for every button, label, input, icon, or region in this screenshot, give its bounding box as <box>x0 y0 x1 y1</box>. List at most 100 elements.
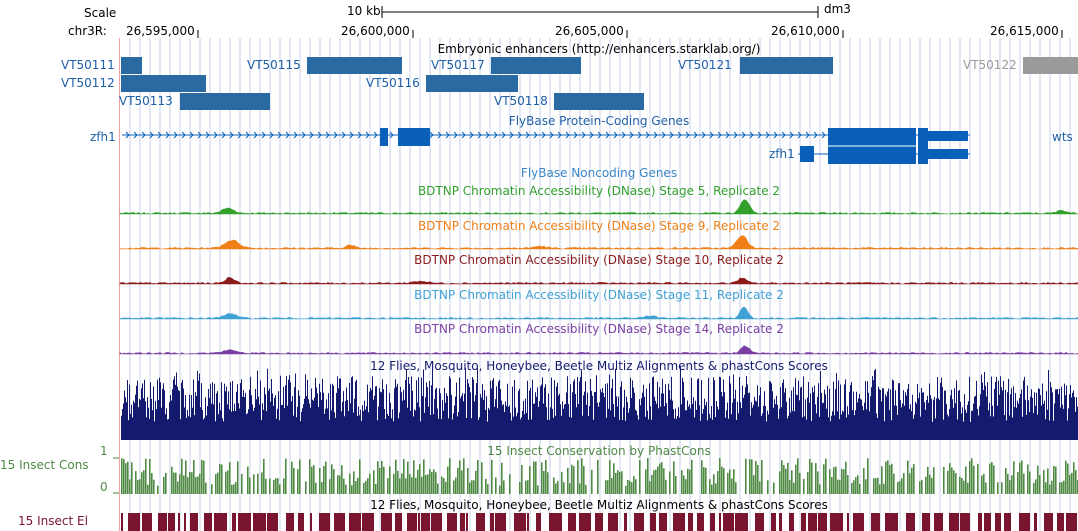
enhancer-feature[interactable] <box>1023 57 1078 74</box>
phastcons-score-bar <box>837 479 839 494</box>
phastcons-score-bar <box>925 476 927 494</box>
elements-track-title[interactable]: 12 Flies, Mosquito, Honeybee, Beetle Mul… <box>370 498 828 512</box>
phastcons-score-bar <box>175 472 177 494</box>
phastcons-score-bar <box>807 471 809 494</box>
phastcons-score-bar <box>129 479 131 494</box>
conserved-element <box>1019 513 1030 531</box>
phastcons-score-bar <box>415 477 417 494</box>
phastcons-ymin: 0 <box>100 480 108 494</box>
strand-arrow <box>653 131 658 139</box>
gene-label-zfh1[interactable]: zfh1 <box>90 130 116 144</box>
enhancer-feature[interactable] <box>426 75 518 92</box>
dnase-stage14-signal <box>119 345 1078 355</box>
enhancer-label[interactable]: VT50115 <box>247 58 301 72</box>
enhancer-feature[interactable] <box>180 93 270 110</box>
gene-exon <box>380 128 388 146</box>
phastcons-score-bar <box>203 460 205 494</box>
strand-arrow <box>157 131 162 139</box>
strand-arrow <box>749 131 754 139</box>
strand-arrow <box>173 131 178 139</box>
phastcons-score-bar <box>373 470 375 494</box>
conserved-element <box>1004 513 1011 531</box>
conserved-element <box>1057 513 1064 531</box>
enhancer-label[interactable]: VT50116 <box>366 76 420 90</box>
phastcons-score-bar <box>723 468 725 494</box>
dnase-stage11-title[interactable]: BDTNP Chromatin Accessibility (DNase) St… <box>414 288 784 302</box>
dnase-stage9-title[interactable]: BDTNP Chromatin Accessibility (DNase) St… <box>417 219 781 233</box>
dnase-stage14-title[interactable]: BDTNP Chromatin Accessibility (DNase) St… <box>414 322 784 336</box>
phastcons-score-bar <box>395 459 397 494</box>
enhancer-feature[interactable] <box>307 57 402 74</box>
phastcons-score-bar <box>791 470 793 494</box>
phastcons-score-bar <box>409 474 411 494</box>
phastcons-score-bar <box>989 463 991 494</box>
phastcons-score-bar <box>481 462 483 494</box>
enhancer-feature[interactable] <box>740 57 833 74</box>
enhancer-feature[interactable] <box>121 75 206 92</box>
phastcons-score-bar <box>865 479 867 494</box>
multiz-track-title[interactable]: 12 Flies, Mosquito, Honeybee, Beetle Mul… <box>370 359 828 373</box>
enhancer-feature[interactable] <box>491 57 581 74</box>
phastcons-score-bar <box>135 471 137 494</box>
conserved-element <box>421 513 430 531</box>
phastcons-score-bar <box>147 484 149 494</box>
phastcons-score-bar <box>1051 480 1053 494</box>
enhancer-feature[interactable] <box>121 57 142 74</box>
conserved-element <box>232 513 236 531</box>
phastcons-score-bar <box>463 458 465 494</box>
enhancers-track-title[interactable]: Embryonic enhancers (http://enhancers.st… <box>437 42 761 56</box>
phastcons-score-bar <box>649 481 651 494</box>
elements-left-label[interactable]: 15 Insect El <box>18 514 88 528</box>
phastcons-score-bar <box>341 465 343 494</box>
enhancer-label[interactable]: VT50121 <box>678 58 732 72</box>
dnase-stage10-title[interactable]: BDTNP Chromatin Accessibility (DNase) St… <box>414 253 784 267</box>
phastcons-score-bar <box>221 464 223 494</box>
phastcons-score-bar <box>325 461 327 494</box>
phastcons-score-bar <box>731 478 733 494</box>
conserved-element <box>286 513 294 531</box>
enhancer-label[interactable]: VT50113 <box>119 94 173 108</box>
phastcons-score-bar <box>495 477 497 494</box>
phastcons-score-bar <box>823 464 825 494</box>
phastcons-score-bar <box>755 460 757 494</box>
phastcons-score-bar <box>757 464 759 494</box>
phastcons-left-label[interactable]: 15 Insect Cons <box>0 458 89 472</box>
enhancer-feature[interactable] <box>554 93 644 110</box>
phastcons-score-bar <box>229 462 231 494</box>
gene-label-wts[interactable]: wts <box>1052 130 1073 144</box>
phastcons-score-bar <box>647 458 649 494</box>
phastcons-score-bar <box>639 460 641 494</box>
phastcons-score-bar <box>1005 467 1007 494</box>
conserved-element <box>395 513 402 531</box>
phastcons-score-bar <box>173 472 175 494</box>
enhancer-label[interactable]: VT50117 <box>431 58 485 72</box>
enhancer-label[interactable]: VT50122 <box>963 58 1017 72</box>
phastcons-track-title[interactable]: 15 Insect Conservation by PhastCons <box>487 444 711 458</box>
strand-arrow <box>485 131 490 139</box>
phastcons-score-bar <box>943 466 945 494</box>
phastcons-score-bar <box>527 480 529 494</box>
phastcons-score-bar <box>445 481 447 494</box>
noncoding-track-title[interactable]: FlyBase Noncoding Genes <box>520 166 678 180</box>
gene-label-zfh1-isoform[interactable]: zfh1 <box>769 147 795 161</box>
phastcons-score-bar <box>521 465 523 494</box>
phastcons-score-bar <box>715 483 717 494</box>
phastcons-score-bar <box>787 462 789 494</box>
strand-arrow <box>237 131 242 139</box>
phastcons-ymax: 1 <box>100 444 108 458</box>
phastcons-score-bar <box>491 459 493 494</box>
enhancer-label[interactable]: VT50111 <box>61 58 115 72</box>
dnase-stage5-title[interactable]: BDTNP Chromatin Accessibility (DNase) St… <box>417 184 781 198</box>
phastcons-score-bar <box>857 475 859 494</box>
phastcons-score-bar <box>751 459 753 494</box>
phastcons-score-bar <box>275 478 277 494</box>
phastcons-score-bar <box>399 478 401 494</box>
phastcons-score-bar <box>343 478 345 494</box>
enhancer-label[interactable]: VT50112 <box>61 76 115 90</box>
enhancer-label[interactable]: VT50118 <box>494 94 548 108</box>
phastcons-score-bar <box>217 472 219 494</box>
phastcons-score-bar <box>541 462 543 494</box>
phastcons-score-bar <box>963 480 965 494</box>
phastcons-score-bar <box>955 473 957 494</box>
genes-track-title[interactable]: FlyBase Protein-Coding Genes <box>508 114 690 128</box>
